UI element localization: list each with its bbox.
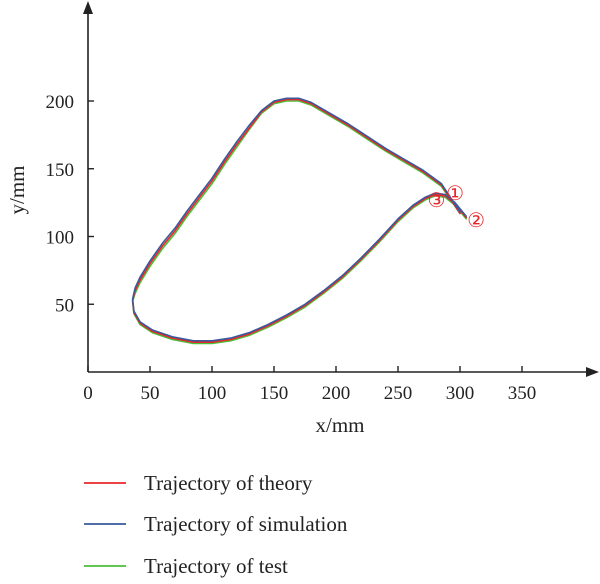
axes	[83, 1, 599, 377]
y-tick-label: 100	[46, 228, 75, 249]
legend-label-2: Trajectory of simulation	[144, 512, 348, 536]
y-axis-label: y/mm	[5, 165, 29, 214]
x-tick-label: 350	[508, 383, 537, 404]
x-tick-label: 300	[446, 383, 475, 404]
series-line-2	[131, 97, 468, 342]
x-tick-label: 250	[384, 383, 413, 404]
x-tick-label: 150	[260, 383, 289, 404]
y-tick-label: 150	[46, 160, 75, 181]
ticks: 0 50 100 150 200 250 300 350 50 100 150 200	[46, 92, 537, 404]
marker-label-2: ②	[467, 208, 485, 232]
y-axis-arrow	[83, 1, 93, 14]
series-line-1	[131, 98, 468, 344]
x-axis-arrow	[586, 367, 599, 377]
x-tick-label: 50	[141, 383, 160, 404]
annotations: ①②③	[427, 181, 485, 232]
x-axis-label: x/mm	[315, 413, 364, 437]
series-layer	[131, 97, 468, 345]
marker-label-3: ③	[427, 188, 445, 212]
legend: Trajectory of theory Trajectory of simula…	[84, 471, 348, 578]
x-tick-label: 100	[198, 383, 227, 404]
y-tick-label: 50	[55, 295, 74, 316]
x-tick-label: 200	[322, 383, 351, 404]
x-tick-label: 0	[83, 383, 93, 404]
marker-label-1: ①	[446, 181, 464, 205]
y-tick-label: 200	[46, 92, 75, 113]
legend-label-3: Trajectory of test	[144, 554, 288, 578]
legend-label-1: Trajectory of theory	[144, 471, 313, 495]
